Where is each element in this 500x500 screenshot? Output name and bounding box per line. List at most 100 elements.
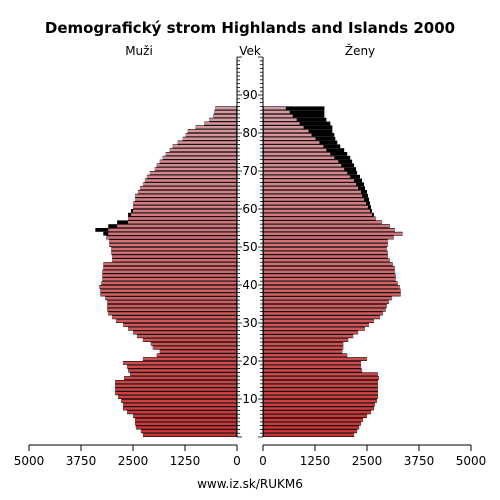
male-bar xyxy=(131,213,237,216)
female-bar xyxy=(263,118,297,121)
male-bar xyxy=(215,107,237,110)
male-bar xyxy=(146,175,237,178)
x-tick-label-right: 2500 xyxy=(352,454,383,468)
male-bar xyxy=(124,376,237,380)
female-bar xyxy=(263,255,388,258)
female-bar xyxy=(263,369,363,372)
female-bar xyxy=(263,278,396,281)
male-bar xyxy=(123,403,237,406)
female-bar xyxy=(263,289,401,292)
female-bar xyxy=(263,137,316,140)
male-bar xyxy=(123,407,237,410)
male-bar xyxy=(108,232,237,235)
female-bar xyxy=(263,141,320,144)
male-bar xyxy=(159,350,237,353)
x-tick-label-left: 1250 xyxy=(170,454,201,468)
female-bar xyxy=(263,266,395,270)
female-bar xyxy=(263,293,401,296)
male-bar xyxy=(187,129,237,133)
female-bar xyxy=(263,228,395,232)
age-axis: 10 20 30 40 50 60 70 80 90 xyxy=(236,56,264,438)
male-axis-label: Muži xyxy=(125,44,153,58)
female-bar xyxy=(263,202,367,205)
male-bar xyxy=(127,411,237,414)
male-bar xyxy=(115,384,237,387)
female-bar xyxy=(263,403,375,406)
male-bar xyxy=(133,331,237,334)
age-tick-label: 10 xyxy=(242,392,257,406)
male-bar xyxy=(128,369,237,372)
female-bar xyxy=(263,285,400,289)
female-bar xyxy=(263,247,387,251)
age-tick-label: 80 xyxy=(242,126,257,140)
female-bar xyxy=(263,133,312,137)
female-bar xyxy=(263,411,371,414)
female-bar xyxy=(263,433,355,437)
female-bar xyxy=(263,160,339,163)
female-bar xyxy=(263,361,362,365)
age-tick-label: 50 xyxy=(242,240,257,254)
female-bar xyxy=(263,251,388,254)
female-bar xyxy=(263,327,366,330)
male-bar xyxy=(162,156,237,159)
male-bar xyxy=(123,361,237,365)
male-bar xyxy=(107,304,237,308)
male-bar xyxy=(109,243,237,247)
male-bar xyxy=(121,399,237,403)
male-bar xyxy=(133,209,237,213)
female-bar xyxy=(263,418,364,422)
x-axis: 5000 3750 2500 1250 0 0 1250 2500 3750 5000 xyxy=(14,444,486,468)
male-bar xyxy=(134,198,237,201)
male-bar xyxy=(128,217,237,220)
age-tick-label: 90 xyxy=(242,88,257,102)
male-bar xyxy=(139,186,237,190)
female-bar xyxy=(263,167,345,171)
x-tick-label-right: 3750 xyxy=(404,454,435,468)
male-bar xyxy=(103,262,237,266)
x-tick-label-left: 3750 xyxy=(66,454,97,468)
male-bar xyxy=(100,293,237,296)
female-bar xyxy=(263,384,378,387)
male-bar xyxy=(165,152,237,156)
male-bar xyxy=(112,316,237,319)
female-bar xyxy=(263,388,378,391)
male-bar xyxy=(154,167,237,171)
male-bar xyxy=(133,202,237,205)
male-bar xyxy=(102,270,237,273)
x-tick-label-left: 2500 xyxy=(118,454,149,468)
age-tick-label: 30 xyxy=(242,316,257,330)
male-bar xyxy=(118,395,237,399)
male-bar xyxy=(144,179,237,182)
male-bar xyxy=(185,133,237,137)
male-bar xyxy=(115,392,237,395)
female-bar xyxy=(263,395,378,399)
age-tick-label: 70 xyxy=(242,164,257,178)
x-tick-label-right: 0 xyxy=(259,454,267,468)
female-bar xyxy=(263,323,369,327)
female-bar xyxy=(263,190,362,194)
female-bar xyxy=(263,312,383,315)
female-bar xyxy=(263,422,362,425)
male-bar xyxy=(172,145,237,148)
male-bar xyxy=(159,160,237,163)
female-bar xyxy=(263,179,355,182)
female-bar xyxy=(263,175,351,178)
female-bar xyxy=(263,213,372,216)
male-bar xyxy=(100,289,237,292)
male-bar xyxy=(134,422,237,425)
female-bar xyxy=(263,164,342,167)
female-bar xyxy=(263,376,379,380)
male-bar xyxy=(112,259,237,262)
female-bar xyxy=(263,346,344,349)
male-bar xyxy=(133,205,237,209)
female-bar xyxy=(263,399,377,403)
male-bar xyxy=(214,110,237,114)
chart-title: Demografický strom Highlands and Islands… xyxy=(45,19,455,37)
female-bar xyxy=(263,232,403,235)
male-bar xyxy=(108,228,237,232)
male-bar xyxy=(116,319,237,323)
male-bar xyxy=(195,126,237,129)
male-bar xyxy=(106,236,237,239)
